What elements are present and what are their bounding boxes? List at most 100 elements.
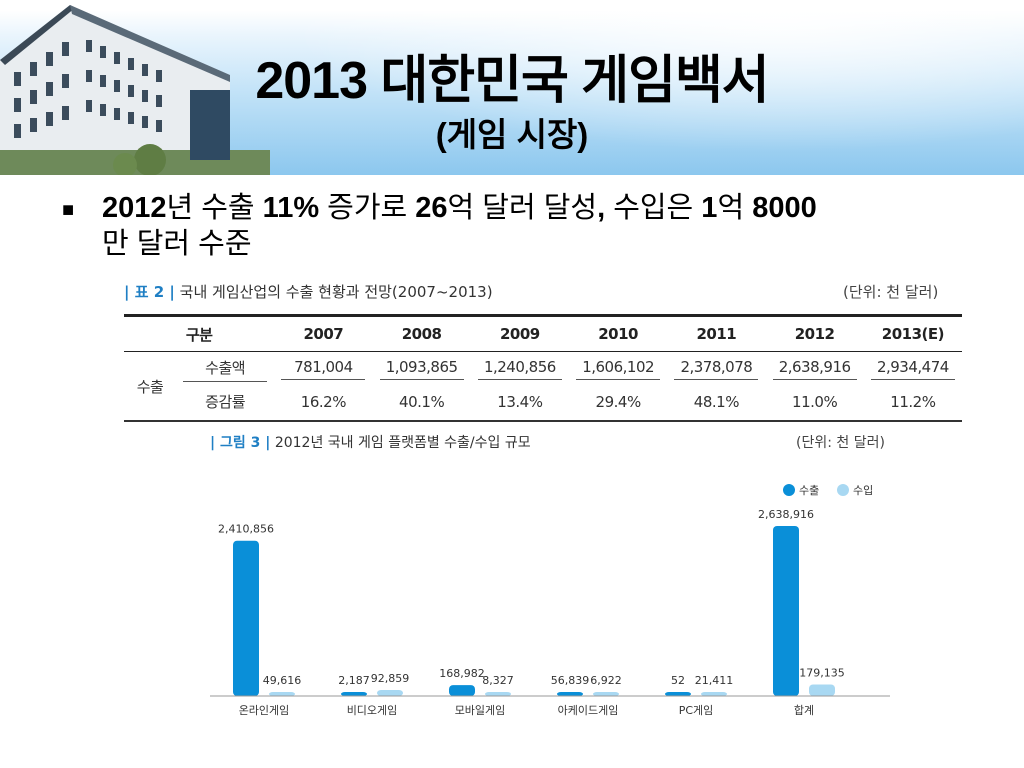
- bar-export: [233, 540, 259, 696]
- page-subtitle: (게임 시장): [435, 116, 589, 153]
- table-header-cell: 2011: [667, 314, 766, 352]
- cell-value: 1,606,102: [576, 358, 661, 380]
- bar-export: [557, 692, 583, 696]
- bullet-import-value-2: 8000: [752, 192, 817, 224]
- table-caption: | 표 2 | 국내 게임산업의 수출 현황과 전망(2007~2013): [124, 281, 493, 302]
- bullet-import-value: 1: [701, 192, 718, 224]
- table-cell: 781,004: [274, 352, 372, 387]
- x-tick-label: 합계: [794, 704, 814, 717]
- bullet-text-part: 만 달러 수준: [102, 228, 252, 260]
- legend-swatch: [783, 484, 795, 496]
- figure-caption-tag: | 그림 3 |: [210, 435, 271, 451]
- bar-import: [809, 684, 835, 696]
- row-group-label: 수출: [124, 351, 176, 422]
- cell-value: 13.4%: [497, 392, 543, 411]
- table-cell: 16.2%: [274, 386, 373, 422]
- table-cell: 1,606,102: [569, 352, 667, 387]
- x-tick-label: 아케이드게임: [558, 704, 619, 717]
- export-table: 구분 2007 2008 2009 2010 2011 2012 2013(E)…: [124, 314, 962, 422]
- cell-value: 11.2%: [890, 392, 936, 411]
- cell-value: 2,934,474: [870, 358, 955, 380]
- table-cell: 2,638,916: [766, 352, 864, 387]
- cell-value: 2,378,078: [674, 358, 759, 380]
- table-cell: 11.0%: [765, 386, 864, 422]
- data-label: 52: [671, 674, 685, 687]
- data-label: 8,327: [482, 674, 514, 687]
- x-tick-label: 비디오게임: [347, 704, 398, 717]
- bar-export: [449, 685, 475, 696]
- x-tick-label: PC게임: [679, 704, 714, 717]
- row-label: 증감률: [176, 386, 275, 422]
- row-label-text: 증감률: [205, 393, 246, 411]
- table-cell: 1,240,856: [471, 352, 569, 387]
- table-caption-tag: | 표 2 |: [124, 283, 175, 301]
- table-header-cell: 2012: [765, 314, 864, 352]
- table-header-cell: 2009: [470, 314, 569, 352]
- bar-import: [377, 690, 403, 696]
- cell-value: 11.0%: [792, 392, 838, 411]
- data-label: 92,859: [371, 672, 410, 685]
- data-label: 21,411: [695, 674, 734, 687]
- cell-value: 781,004: [281, 358, 366, 380]
- table-header-cell: 2008: [372, 314, 471, 352]
- building-image: [0, 5, 270, 175]
- bullet-year: 2012: [102, 192, 167, 224]
- chart-legend: 수출 수입: [783, 484, 873, 497]
- data-label: 6,922: [590, 674, 622, 687]
- bar-import: [269, 692, 295, 696]
- legend-label: 수입: [853, 484, 873, 497]
- page-title: 2013 대한민국 게임백서: [255, 52, 769, 110]
- bullet-text: 2012년 수출 11% 증가로 26억 달러 달성, 수입은 1억 8000 만…: [102, 190, 992, 262]
- cell-value: 1,240,856: [477, 358, 562, 380]
- data-label: 168,982: [439, 667, 485, 680]
- platform-bar-chart: 수출 수입 2,410,856 49,616 2,187 92,859 168,9828,…: [210, 484, 890, 717]
- row-label-text: 수출액: [183, 357, 268, 382]
- table-cell: 11.2%: [863, 386, 962, 422]
- figure-caption-text: 2012년 국내 게임 플랫폼별 수출/수입 규모: [274, 435, 531, 451]
- bullet-comma: ,: [597, 192, 614, 224]
- square-bullet-icon: ■: [62, 199, 75, 221]
- row-label: 수출액: [176, 352, 274, 387]
- cell-value: 1,093,865: [379, 358, 464, 380]
- x-axis-labels: 온라인게임 비디오게임 모바일게임 아케이드게임 PC게임 합계: [239, 703, 814, 717]
- table-row: 수출 수출액 781,004 1,093,865 1,240,856 1,606…: [124, 351, 962, 422]
- table-cell: 2,934,474: [864, 352, 962, 387]
- cell-value: 29.4%: [595, 392, 642, 411]
- data-label: 56,839: [551, 674, 590, 687]
- bullet-export-value: 26: [415, 192, 448, 224]
- table-row: 증감률 16.2% 40.1% 13.4% 29.4% 48.1% 11.0% …: [124, 386, 962, 422]
- data-label: 179,135: [799, 666, 845, 679]
- data-label: 49,616: [263, 674, 302, 687]
- bar-import: [593, 692, 619, 696]
- cell-value: 40.1%: [399, 392, 445, 411]
- bar-import: [701, 692, 727, 696]
- table-cell: 40.1%: [372, 386, 471, 422]
- table-cell: 29.4%: [569, 386, 668, 422]
- bullet-text-part: 년 수출: [166, 192, 263, 224]
- table-header-row: 구분 2007 2008 2009 2010 2011 2012 2013(E): [124, 314, 962, 352]
- table-caption-text: 국내 게임산업의 수출 현황과 전망(2007~2013): [179, 283, 493, 301]
- data-label: 2,638,916: [758, 508, 814, 521]
- table-cell: 48.1%: [667, 386, 766, 422]
- sky-glow: [200, 0, 1024, 175]
- figure-caption: | 그림 3 | 2012년 국내 게임 플랫폼별 수출/수입 규모: [210, 432, 531, 452]
- bullet-text-part: 증가로: [319, 192, 416, 224]
- table-header-cell: 2013(E): [863, 314, 962, 352]
- data-label: 2,187: [338, 674, 370, 687]
- bar-export: [773, 526, 799, 696]
- x-tick-label: 모바일게임: [455, 703, 506, 717]
- figure-unit: (단위: 천 달러): [796, 435, 885, 451]
- table-header-cell: 2010: [569, 314, 668, 352]
- table-unit: (단위: 천 달러): [843, 283, 939, 301]
- bullet-percent: 11%: [262, 192, 320, 224]
- data-label: 2,410,856: [218, 523, 274, 536]
- cell-value: 2,638,916: [772, 358, 857, 380]
- bar-export: [665, 692, 691, 696]
- bullet-text-part: 수입은: [613, 192, 702, 224]
- table-header-cell: 2007: [274, 314, 373, 352]
- table-cell: 1,093,865: [373, 352, 471, 387]
- x-tick-label: 온라인게임: [239, 704, 290, 717]
- cell-value: 16.2%: [300, 392, 347, 411]
- legend-label: 수출: [799, 484, 819, 497]
